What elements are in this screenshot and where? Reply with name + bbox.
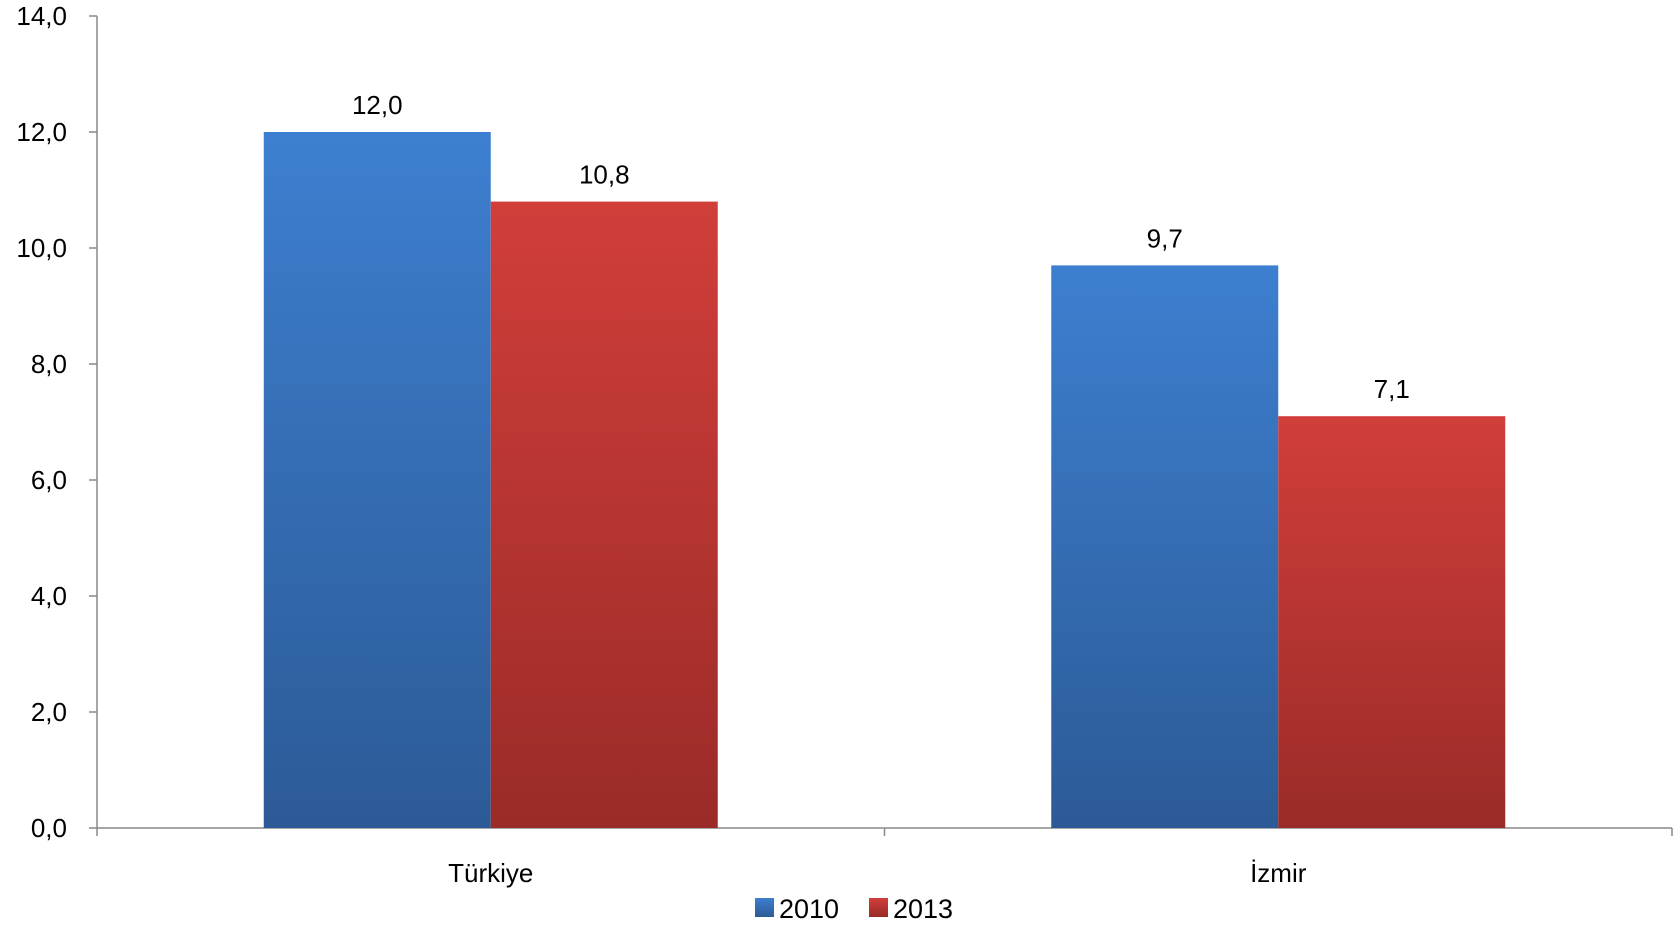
y-tick-label: 6,0 [31, 465, 67, 495]
y-tick-label: 8,0 [31, 349, 67, 379]
y-tick-label: 2,0 [31, 697, 67, 727]
y-tick-label: 0,0 [31, 813, 67, 843]
legend-swatch-2013 [869, 898, 888, 917]
legend-swatch-2010 [755, 898, 774, 917]
legend-label-2013: 2013 [893, 894, 953, 924]
data-label: 10,8 [579, 160, 630, 190]
y-tick-label: 10,0 [16, 233, 67, 263]
data-label: 12,0 [352, 90, 403, 120]
bar-2013-1 [490, 201, 718, 829]
x-category-label: İzmir [1250, 858, 1307, 888]
y-tick-label: 4,0 [31, 581, 67, 611]
bar-2013-2 [1278, 416, 1506, 828]
bar-2010-1 [263, 132, 491, 828]
data-label: 7,1 [1374, 374, 1410, 404]
x-category-label: Türkiye [448, 858, 533, 888]
bar-2010-2 [1051, 265, 1279, 828]
axes: 0,0 2,0 4,0 6,0 8,0 10,0 12,0 14,0 Türkiye İzmir [16, 1, 1673, 888]
legend-label-2010: 2010 [779, 894, 839, 924]
data-labels: 12,0 10,8 9,7 7,1 [352, 90, 1410, 404]
y-tick-label: 12,0 [16, 117, 67, 147]
y-tick-label: 14,0 [16, 1, 67, 31]
legend: 2010 2013 [755, 894, 953, 924]
bars [263, 132, 1506, 829]
data-label: 9,7 [1147, 223, 1183, 253]
